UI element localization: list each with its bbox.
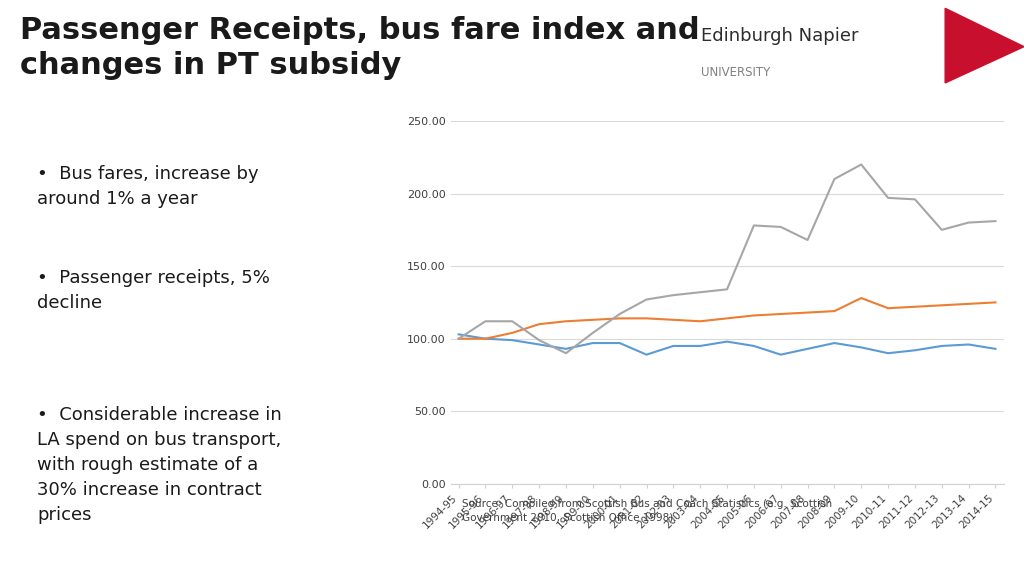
Text: Passenger Receipts, bus fare index and
changes in PT subsidy: Passenger Receipts, bus fare index and c… [20, 16, 699, 81]
Text: •  Passenger receipts, 5%
decline: • Passenger receipts, 5% decline [37, 268, 270, 312]
Text: •  Considerable increase in
LA spend on bus transport,
with rough estimate of a
: • Considerable increase in LA spend on b… [37, 406, 282, 524]
Text: •  Bus fares, increase by
around 1% a year: • Bus fares, increase by around 1% a yea… [37, 165, 259, 208]
Text: Edinburgh Napier: Edinburgh Napier [701, 27, 859, 46]
Text: UNIVERSITY: UNIVERSITY [701, 66, 771, 79]
Text: Source: Compiled from Scottish Bus and Coach Statistics (e.g. Scottish
Governmen: Source: Compiled from Scottish Bus and C… [462, 499, 833, 522]
Polygon shape [945, 8, 1024, 83]
